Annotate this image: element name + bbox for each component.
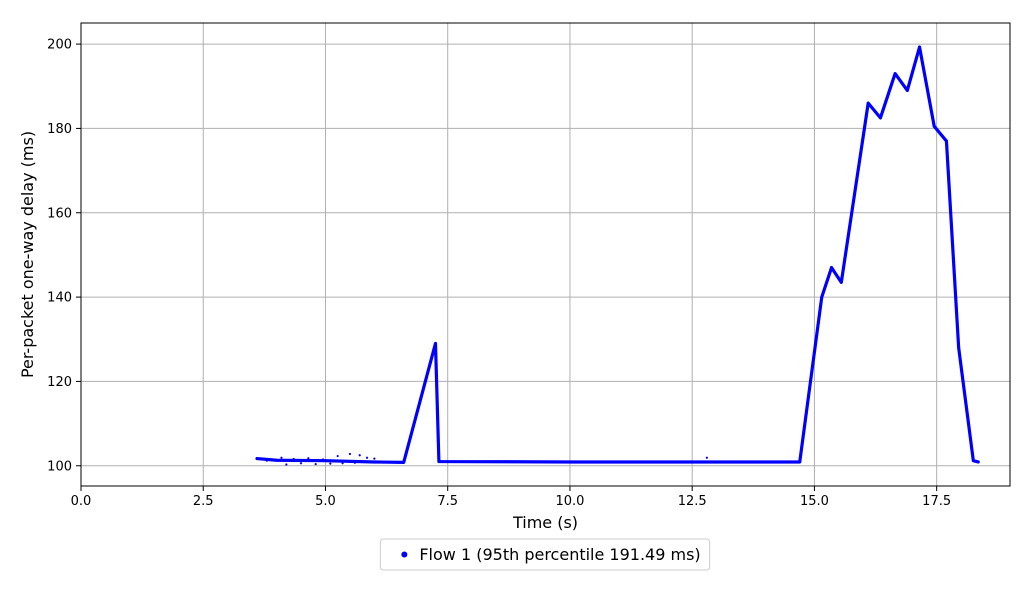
data-point — [945, 139, 948, 143]
y-axis-title: Per-packet one-way delay (ms) — [18, 131, 37, 378]
legend-marker — [401, 551, 408, 558]
data-point — [932, 124, 936, 128]
x-tick-label: 7.5 — [437, 494, 458, 509]
x-tick-label: 17.5 — [922, 494, 951, 509]
data-point — [839, 280, 843, 284]
data-point — [299, 462, 303, 465]
data-point — [372, 460, 376, 464]
data-point — [568, 460, 572, 464]
data-point — [348, 452, 352, 456]
data-point — [275, 458, 278, 462]
y-tick-label: 100 — [47, 459, 72, 474]
data-point — [324, 459, 327, 463]
x-tick-label: 2.5 — [193, 494, 214, 509]
x-tick-label: 5.0 — [315, 494, 336, 509]
data-point — [690, 460, 694, 464]
data-point — [434, 342, 437, 345]
data-point — [879, 116, 882, 120]
data-point — [705, 456, 708, 459]
x-tick-label: 12.5 — [678, 494, 707, 509]
data-point — [329, 462, 332, 465]
x-tick-label: 10.0 — [555, 494, 584, 509]
x-tick-label: 15.0 — [800, 494, 829, 509]
legend-box — [379, 538, 711, 571]
data-point — [314, 462, 317, 466]
x-axis-title: Time (s) — [512, 513, 578, 532]
data-point — [358, 454, 361, 457]
data-point — [918, 45, 921, 49]
data-point — [402, 460, 406, 464]
data-point — [336, 454, 339, 458]
data-point — [265, 459, 268, 462]
data-point — [255, 457, 259, 460]
data-point — [905, 89, 909, 92]
data-point — [820, 295, 824, 299]
data-point — [321, 458, 325, 461]
y-tick-label: 180 — [47, 122, 72, 137]
data-point — [285, 463, 288, 466]
grid — [80, 23, 1010, 486]
y-tick-label: 200 — [47, 38, 72, 53]
data-point — [971, 459, 975, 463]
data-point — [380, 461, 383, 464]
data-point — [373, 457, 376, 460]
y-tick-label: 160 — [47, 206, 72, 221]
data-point — [976, 460, 980, 464]
data-point — [341, 462, 344, 465]
plot-frame — [80, 22, 1011, 487]
data-point — [957, 346, 961, 350]
data-point — [437, 460, 441, 463]
y-tick-label: 140 — [47, 291, 72, 306]
x-axis: 0.0 2.5 5.0 7.5 10.0 12.5 15.0 17.5 — [71, 486, 951, 509]
data-point — [830, 266, 833, 269]
y-tick-label: 120 — [47, 375, 72, 390]
data-point — [798, 460, 802, 464]
data-point — [866, 101, 870, 105]
legend-label: Flow 1 (95th percentile 191.49 ms) — [419, 545, 700, 564]
x-tick-label: 0.0 — [71, 494, 92, 509]
data-point — [893, 72, 897, 76]
data-point — [365, 456, 369, 459]
data-point — [353, 461, 356, 464]
data-point — [307, 457, 310, 460]
data-point — [292, 457, 295, 461]
y-axis: 100 120 140 160 180 200 — [47, 38, 81, 474]
legend: Flow 1 (95th percentile 191.49 ms) — [379, 538, 711, 571]
data-point — [280, 456, 283, 459]
series-flow-1 — [255, 45, 980, 466]
